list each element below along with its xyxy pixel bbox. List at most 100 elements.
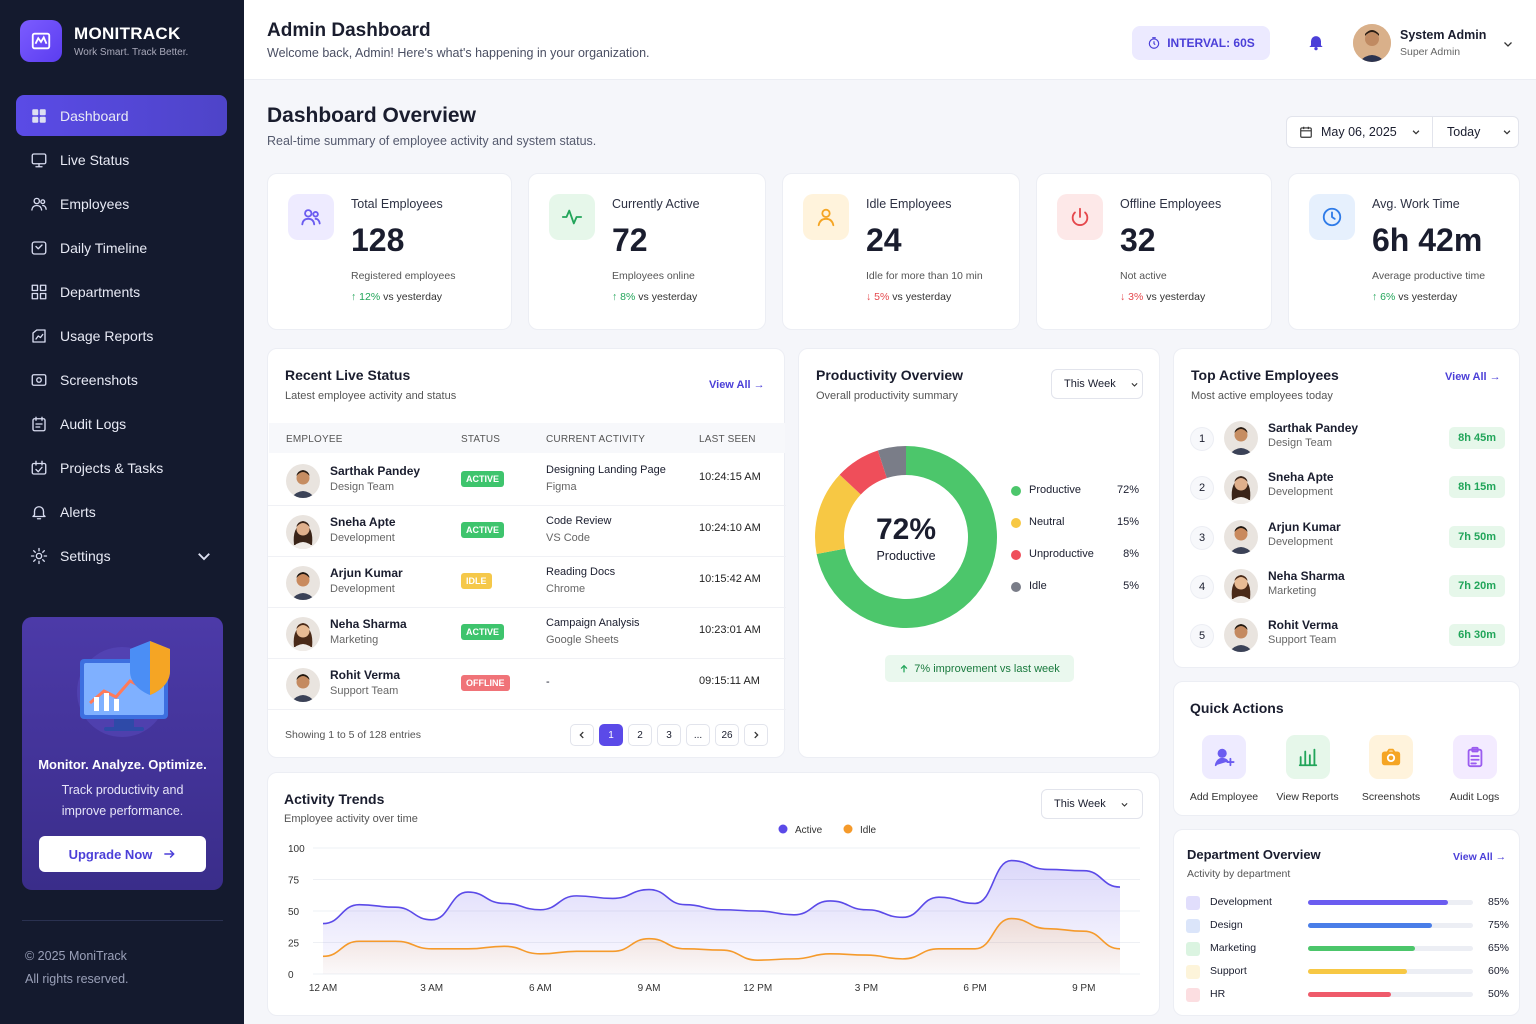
col-activity: CURRENT ACTIVITY <box>546 434 646 445</box>
sidebar-item-screenshots[interactable]: Screenshots <box>16 359 227 400</box>
chevron-down-icon <box>1121 802 1128 807</box>
current-activity: - <box>546 676 550 688</box>
showing-text: Showing 1 to 5 of 128 entries <box>285 729 422 741</box>
quick-action-screenshots[interactable]: Screenshots <box>1346 735 1436 803</box>
quick-action-audit-logs[interactable]: Audit Logs <box>1430 735 1520 803</box>
status-badge: ACTIVE <box>461 522 505 538</box>
department-name: Design <box>1210 919 1243 931</box>
table-row[interactable]: Neha Sharma Marketing ACTIVE Campaign Analy… <box>268 608 786 659</box>
x-tick-label: 3 AM <box>420 983 443 994</box>
user-avatar[interactable] <box>1353 24 1391 62</box>
list-item[interactable]: 2 Sneha Apte Development 8h 15m <box>1190 464 1505 512</box>
list-item[interactable]: 1 Sarthak Pandey Design Team 8h 45m <box>1190 415 1505 463</box>
quick-action-view-reports[interactable]: View Reports <box>1263 735 1353 803</box>
date-value: May 06, 2025 <box>1321 125 1397 139</box>
sidebar-item-employees[interactable]: Employees <box>16 183 227 224</box>
col-employee: EMPLOYEE <box>286 434 343 445</box>
quick-title: Quick Actions <box>1190 700 1284 716</box>
department-row[interactable]: Development 85% <box>1186 895 1509 913</box>
department-row[interactable]: Support 60% <box>1186 964 1509 982</box>
sidebar-item-alerts[interactable]: Alerts <box>16 491 227 532</box>
arrow-down-icon: ↓ <box>866 291 875 303</box>
notifications-bell-icon[interactable] <box>1306 32 1326 57</box>
app-logo[interactable]: MONITRACK Work Smart. Track Better. <box>20 20 188 62</box>
sidebar-item-daily-timeline[interactable]: Daily Timeline <box>16 227 227 268</box>
stat-trend: ↑ 6% vs yesterday <box>1372 291 1457 303</box>
list-item[interactable]: 3 Arjun Kumar Development 7h 50m <box>1190 514 1505 562</box>
monitor-illustration-icon <box>77 641 170 737</box>
table-row[interactable]: Sneha Apte Development ACTIVE Code Review VS… <box>268 506 786 557</box>
view-all-label: View All <box>709 379 751 391</box>
avatar <box>1224 519 1258 554</box>
stat-value: 32 <box>1120 222 1156 258</box>
employee-name: Sarthak Pandey <box>330 464 421 478</box>
legend-value: 15% <box>1116 516 1139 528</box>
page-button[interactable]: 1 <box>599 724 623 746</box>
add-user-icon <box>1202 735 1246 779</box>
live-subtitle: Latest employee activity and status <box>285 390 457 402</box>
page-title: Admin Dashboard <box>267 20 431 41</box>
trend-text: vs yesterday <box>638 291 698 303</box>
chevron-down-icon[interactable] <box>1502 38 1514 50</box>
activity-app: VS Code <box>546 532 591 544</box>
clipboard-icon <box>1452 735 1497 779</box>
prev-page-button[interactable] <box>570 724 594 746</box>
top-view-all-link[interactable]: View All → <box>1445 371 1501 383</box>
current-activity: Designing Landing Page <box>546 464 666 476</box>
time-badge: 8h 45m <box>1449 427 1505 449</box>
rights: All rights reserved. <box>25 972 129 986</box>
sidebar-item-usage-reports[interactable]: Usage Reports <box>16 315 227 356</box>
sidebar-item-audit-logs[interactable]: Audit Logs <box>16 403 227 444</box>
employee-dept: Support Team <box>1268 634 1337 647</box>
page-button[interactable]: 26 <box>715 724 739 746</box>
list-item[interactable]: 4 Neha Sharma Marketing 7h 20m <box>1190 563 1505 611</box>
employee-dept: Development <box>330 583 395 595</box>
sidebar-item-projects-tasks[interactable]: Projects & Tasks <box>16 447 227 488</box>
logo-icon <box>20 20 62 62</box>
date-picker[interactable]: May 06, 2025 <box>1286 116 1433 148</box>
department-row[interactable]: Marketing 65% <box>1186 941 1509 959</box>
quick-action-label: Audit Logs <box>1449 791 1500 803</box>
arrow-up-icon <box>900 664 908 672</box>
dept-view-all-link[interactable]: View All → <box>1453 851 1507 863</box>
table-row[interactable]: Rohit Verma Support Team OFFLINE - 09:15:11 … <box>268 659 786 710</box>
sidebar-item-departments[interactable]: Departments <box>16 271 227 312</box>
employee-name: Sneha Apte <box>1268 470 1334 485</box>
area-idle <box>323 918 1120 974</box>
calendar-icon <box>1300 126 1312 138</box>
sidebar-item-live-status[interactable]: Live Status <box>16 139 227 180</box>
department-name: HR <box>1210 988 1226 1000</box>
sidebar-item-settings[interactable]: Settings <box>16 535 227 576</box>
productivity-range-select[interactable]: This Week <box>1051 369 1143 399</box>
table-row[interactable]: Arjun Kumar Development IDLE Reading Docs Ch… <box>268 557 786 608</box>
department-row[interactable]: HR 50% <box>1186 987 1509 1005</box>
trends-range-select[interactable]: This Week <box>1041 789 1143 819</box>
interval-button[interactable]: INTERVAL: 60S <box>1132 26 1270 60</box>
y-tick-label: 50 <box>288 907 300 918</box>
department-row[interactable]: Design 75% <box>1186 918 1509 936</box>
department-percent: 75% <box>1487 919 1509 931</box>
sidebar-item-dashboard[interactable]: Dashboard <box>16 95 227 136</box>
app-tagline: Work Smart. Track Better. <box>74 47 189 58</box>
page-button[interactable]: 2 <box>628 724 652 746</box>
table-row[interactable]: Sarthak Pandey Design Team ACTIVE Designing… <box>268 455 786 506</box>
dashboard-icon <box>30 107 48 125</box>
departments-icon <box>30 283 48 301</box>
page-button[interactable]: 3 <box>657 724 681 746</box>
avatar <box>286 566 320 600</box>
quick-action-add-employee[interactable]: Add Employee <box>1179 735 1269 803</box>
legend-value: 5% <box>1123 580 1139 592</box>
donut-slice-idle <box>877 446 906 479</box>
department-overview-card: Department Overview Activity by departme… <box>1173 829 1520 1016</box>
trends-range-value: This Week <box>1054 798 1106 810</box>
user-role: Super Admin <box>1400 46 1461 58</box>
live-view-all-link[interactable]: View All → <box>709 379 765 391</box>
stat-value: 128 <box>351 222 405 258</box>
page-button[interactable]: ... <box>686 724 710 746</box>
list-item[interactable]: 5 Rohit Verma Support Team 6h 30m <box>1190 612 1505 660</box>
upgrade-label: Upgrade Now <box>68 846 153 862</box>
stat-trend: ↑ 8% vs yesterday <box>612 291 697 303</box>
range-select[interactable]: Today <box>1433 116 1519 148</box>
upgrade-now-button[interactable]: Upgrade Now <box>39 836 206 872</box>
next-page-button[interactable] <box>744 724 768 746</box>
